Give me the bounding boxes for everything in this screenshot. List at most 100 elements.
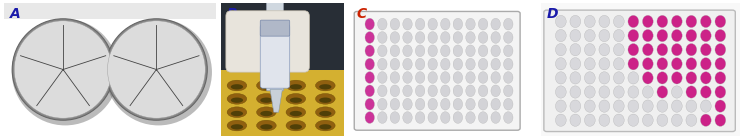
Ellipse shape bbox=[260, 124, 272, 130]
Ellipse shape bbox=[504, 72, 513, 83]
Ellipse shape bbox=[614, 114, 624, 126]
Ellipse shape bbox=[289, 84, 302, 90]
Ellipse shape bbox=[415, 45, 425, 57]
Ellipse shape bbox=[715, 86, 725, 98]
Ellipse shape bbox=[466, 32, 475, 43]
Ellipse shape bbox=[365, 72, 374, 83]
Ellipse shape bbox=[257, 80, 276, 91]
Ellipse shape bbox=[671, 58, 682, 70]
Ellipse shape bbox=[614, 86, 624, 98]
Ellipse shape bbox=[628, 86, 638, 98]
Ellipse shape bbox=[715, 58, 725, 70]
Ellipse shape bbox=[585, 100, 595, 112]
Ellipse shape bbox=[415, 85, 425, 97]
Ellipse shape bbox=[315, 80, 335, 91]
Ellipse shape bbox=[570, 72, 581, 84]
Ellipse shape bbox=[428, 45, 437, 57]
Ellipse shape bbox=[319, 84, 331, 90]
Ellipse shape bbox=[700, 72, 711, 84]
Ellipse shape bbox=[415, 58, 425, 70]
Ellipse shape bbox=[614, 15, 624, 28]
Ellipse shape bbox=[628, 15, 638, 28]
Ellipse shape bbox=[390, 58, 400, 70]
Ellipse shape bbox=[614, 44, 624, 56]
Ellipse shape bbox=[715, 15, 725, 28]
Ellipse shape bbox=[378, 58, 387, 70]
Ellipse shape bbox=[286, 94, 306, 104]
FancyBboxPatch shape bbox=[221, 70, 344, 136]
Ellipse shape bbox=[491, 98, 501, 110]
Ellipse shape bbox=[319, 111, 331, 116]
Ellipse shape bbox=[599, 29, 610, 42]
Ellipse shape bbox=[671, 100, 682, 112]
Ellipse shape bbox=[231, 111, 243, 116]
Ellipse shape bbox=[700, 15, 711, 28]
Ellipse shape bbox=[700, 100, 711, 112]
Ellipse shape bbox=[478, 98, 488, 110]
Ellipse shape bbox=[231, 124, 243, 130]
Ellipse shape bbox=[440, 98, 450, 110]
Ellipse shape bbox=[428, 72, 437, 83]
Polygon shape bbox=[270, 90, 282, 112]
Ellipse shape bbox=[14, 21, 112, 118]
Ellipse shape bbox=[12, 19, 114, 120]
Ellipse shape bbox=[700, 58, 711, 70]
Ellipse shape bbox=[453, 45, 463, 57]
Ellipse shape bbox=[227, 80, 247, 91]
Ellipse shape bbox=[466, 85, 475, 97]
Ellipse shape bbox=[570, 15, 581, 28]
Text: D: D bbox=[547, 7, 558, 21]
Ellipse shape bbox=[415, 18, 425, 30]
Ellipse shape bbox=[570, 29, 581, 42]
Ellipse shape bbox=[227, 107, 247, 118]
Ellipse shape bbox=[365, 98, 374, 110]
Ellipse shape bbox=[504, 18, 513, 30]
Ellipse shape bbox=[390, 85, 400, 97]
Ellipse shape bbox=[643, 44, 653, 56]
Ellipse shape bbox=[614, 29, 624, 42]
Ellipse shape bbox=[106, 19, 208, 120]
Ellipse shape bbox=[599, 15, 610, 28]
Ellipse shape bbox=[585, 15, 595, 28]
Ellipse shape bbox=[700, 44, 711, 56]
Ellipse shape bbox=[403, 45, 412, 57]
Ellipse shape bbox=[466, 112, 475, 123]
Ellipse shape bbox=[686, 58, 696, 70]
Ellipse shape bbox=[466, 98, 475, 110]
Ellipse shape bbox=[365, 18, 374, 30]
Ellipse shape bbox=[715, 114, 725, 126]
Ellipse shape bbox=[504, 98, 513, 110]
Ellipse shape bbox=[378, 18, 387, 30]
Ellipse shape bbox=[440, 18, 450, 30]
Ellipse shape bbox=[403, 85, 412, 97]
Ellipse shape bbox=[440, 112, 450, 123]
Ellipse shape bbox=[556, 86, 566, 98]
Ellipse shape bbox=[585, 114, 595, 126]
Ellipse shape bbox=[657, 15, 667, 28]
Ellipse shape bbox=[257, 120, 276, 131]
Ellipse shape bbox=[628, 114, 638, 126]
Ellipse shape bbox=[671, 15, 682, 28]
Ellipse shape bbox=[286, 107, 306, 118]
Ellipse shape bbox=[365, 58, 374, 70]
Ellipse shape bbox=[466, 18, 475, 30]
Ellipse shape bbox=[478, 32, 488, 43]
Ellipse shape bbox=[585, 29, 595, 42]
Ellipse shape bbox=[390, 112, 400, 123]
Ellipse shape bbox=[643, 100, 653, 112]
Ellipse shape bbox=[365, 112, 374, 123]
Ellipse shape bbox=[466, 45, 475, 57]
Ellipse shape bbox=[686, 86, 696, 98]
FancyBboxPatch shape bbox=[544, 10, 735, 131]
Ellipse shape bbox=[556, 100, 566, 112]
Ellipse shape bbox=[403, 18, 412, 30]
Ellipse shape bbox=[585, 44, 595, 56]
Ellipse shape bbox=[403, 112, 412, 123]
Ellipse shape bbox=[478, 85, 488, 97]
Ellipse shape bbox=[453, 112, 463, 123]
Ellipse shape bbox=[715, 72, 725, 84]
Ellipse shape bbox=[686, 15, 696, 28]
Ellipse shape bbox=[599, 44, 610, 56]
Ellipse shape bbox=[319, 124, 331, 130]
Ellipse shape bbox=[428, 98, 437, 110]
